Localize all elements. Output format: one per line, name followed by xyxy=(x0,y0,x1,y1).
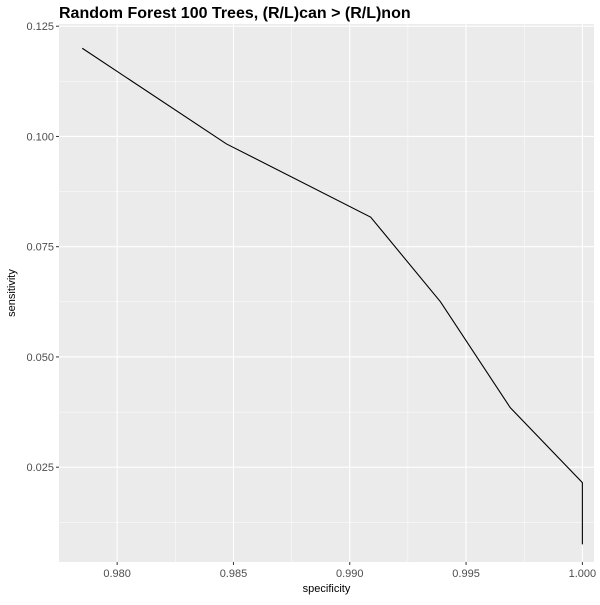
x-tick-label-4: 1.000 xyxy=(569,568,597,580)
y-tick-label-2: 0.075 xyxy=(26,242,54,254)
x-axis-title: specificity xyxy=(303,583,351,595)
x-tick-label-0: 0.980 xyxy=(103,568,131,580)
series-line xyxy=(81,47,583,545)
y-tick-label-1: 0.050 xyxy=(26,352,54,364)
x-axis-ticks: 0.980 0.985 0.990 0.995 1.000 xyxy=(103,562,596,580)
x-tick-label-3: 0.995 xyxy=(452,568,480,580)
y-axis-title: sensitivity xyxy=(6,269,18,317)
grid-minor xyxy=(59,24,594,562)
y-tick-label-4: 0.125 xyxy=(26,21,54,33)
grid-major xyxy=(59,24,594,562)
y-tick-label-3: 0.100 xyxy=(26,131,54,143)
plot-panel xyxy=(59,24,594,562)
y-tick-label-0: 0.025 xyxy=(26,462,54,474)
x-tick-label-2: 0.990 xyxy=(336,568,364,580)
x-tick-label-1: 0.985 xyxy=(220,568,248,580)
y-axis-ticks: 0.025 0.050 0.075 0.100 0.125 xyxy=(26,21,59,474)
chart-title: Random Forest 100 Trees, (R/L)can > (R/L… xyxy=(59,5,411,22)
